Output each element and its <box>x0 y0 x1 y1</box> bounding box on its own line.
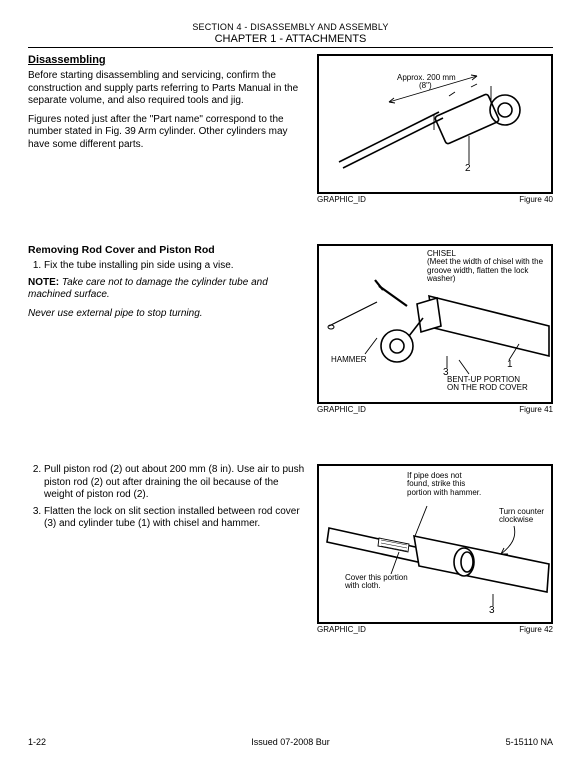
figure-40-box: Approx. 200 mm (8") 2 <box>317 54 553 194</box>
figure-41-box: CHISEL (Meet the width of chisel with th… <box>317 244 553 404</box>
fig40-dim: Approx. 200 mm (8") <box>397 74 456 91</box>
fig40-graphic-id: GRAPHIC_ID <box>317 195 366 204</box>
chapter-title: CHAPTER 1 - ATTACHMENTS <box>28 33 553 45</box>
fig40-label: Figure 40 <box>519 195 553 204</box>
removing-heading: Removing Rod Cover and Piston Rod <box>28 244 305 256</box>
disassembling-p2: Figures noted just after the "Part name"… <box>28 114 305 152</box>
fig42-graphic-id: GRAPHIC_ID <box>317 625 366 634</box>
header-rule <box>28 47 553 48</box>
fig41-graphic-id: GRAPHIC_ID <box>317 405 366 414</box>
note-block: NOTE: Take care not to damage the cylind… <box>28 277 305 302</box>
fig42-c3: 3 <box>489 606 495 617</box>
section-title: SECTION 4 - DISASSEMBLY AND ASSEMBLY <box>28 22 553 32</box>
fig41-hammer: HAMMER <box>331 356 367 364</box>
footer-doc-id: 5-15110 NA <box>506 737 553 747</box>
step-3: Flatten the lock on slit section install… <box>44 506 305 531</box>
fig41-c1: 1 <box>507 360 513 371</box>
note-block-2: Never use external pipe to stop turning. <box>28 308 305 321</box>
footer-issued: Issued 07-2008 Bur <box>251 737 330 747</box>
fig42-turn: Turn counter clockwise <box>499 508 549 525</box>
figure-42-box: If pipe does not found, strike this port… <box>317 464 553 624</box>
fig42-cover: Cover this portion with cloth. <box>345 574 425 591</box>
fig42-label: Figure 42 <box>519 625 553 634</box>
footer-page-num: 1-22 <box>28 737 46 747</box>
fig42-note1: If pipe does not found, strike this port… <box>407 472 493 497</box>
step-1: Fix the tube installing pin side using a… <box>44 260 305 273</box>
disassembling-heading: Disassembling <box>28 54 305 66</box>
fig41-label: Figure 41 <box>519 405 553 414</box>
fig41-bentup: BENT-UP PORTION ON THE ROD COVER <box>447 376 549 393</box>
disassembling-p1: Before starting disassembling and servic… <box>28 70 305 108</box>
step-2: Pull piston rod (2) out about 200 mm (8 … <box>44 464 305 502</box>
fig40-callout-2: 2 <box>465 164 471 175</box>
fig41-chisel: CHISEL (Meet the width of chisel with th… <box>427 250 547 284</box>
